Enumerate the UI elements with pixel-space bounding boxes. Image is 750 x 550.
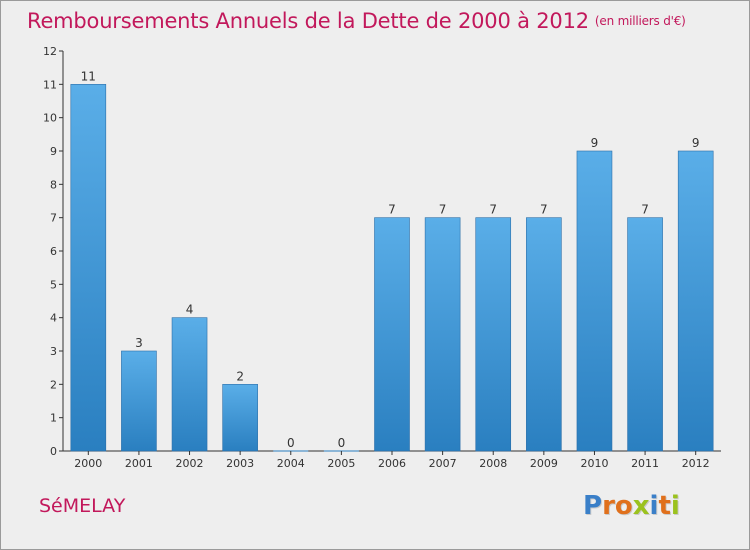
bar bbox=[475, 217, 512, 452]
bar bbox=[576, 150, 613, 452]
y-tick-label: 1 bbox=[50, 412, 57, 425]
logo-letter: r bbox=[602, 491, 615, 521]
y-tick-label: 0 bbox=[50, 445, 57, 458]
y-tick-label: 12 bbox=[43, 45, 57, 58]
x-tick-label: 2007 bbox=[429, 457, 457, 470]
x-tick-label: 2000 bbox=[74, 457, 102, 470]
bar bbox=[424, 217, 461, 452]
x-tick-label: 2005 bbox=[327, 457, 355, 470]
data-label: 7 bbox=[641, 203, 649, 217]
y-tick-label: 8 bbox=[50, 178, 57, 191]
bar bbox=[677, 150, 714, 452]
x-tick-label: 2006 bbox=[378, 457, 406, 470]
logo-letter: i bbox=[670, 491, 680, 521]
data-label: 9 bbox=[591, 136, 599, 150]
logo-letter: x bbox=[632, 491, 650, 521]
x-tick-label: 2012 bbox=[682, 457, 710, 470]
y-tick-label: 11 bbox=[43, 78, 57, 91]
data-label: 9 bbox=[692, 136, 700, 150]
x-tick-label: 2003 bbox=[226, 457, 254, 470]
chart-title-text: Remboursements Annuels de la Dette de 20… bbox=[27, 9, 589, 33]
proxiti-logo: Proxiti bbox=[583, 491, 680, 521]
x-tick-label: 2004 bbox=[277, 457, 305, 470]
data-label: 3 bbox=[135, 336, 143, 350]
data-label: 4 bbox=[186, 303, 194, 317]
bar bbox=[171, 317, 208, 452]
y-tick-label: 9 bbox=[50, 145, 57, 158]
x-tick-label: 2011 bbox=[631, 457, 659, 470]
bar bbox=[222, 384, 258, 452]
y-tick-label: 10 bbox=[43, 112, 57, 125]
x-tick-label: 2001 bbox=[125, 457, 153, 470]
logo-letter: P bbox=[583, 491, 603, 521]
x-tick-label: 2008 bbox=[479, 457, 507, 470]
bar bbox=[627, 217, 663, 452]
y-tick-label: 7 bbox=[50, 212, 57, 225]
logo-letter: t bbox=[658, 491, 671, 521]
y-tick-label: 3 bbox=[50, 345, 57, 358]
data-label: 0 bbox=[338, 436, 346, 450]
logo-letter: o bbox=[614, 491, 633, 521]
x-tick-label: 2009 bbox=[530, 457, 558, 470]
commune-name: SéMELAY bbox=[39, 495, 126, 517]
data-label: 7 bbox=[540, 203, 548, 217]
y-tick-label: 4 bbox=[50, 312, 57, 325]
logo-letter: i bbox=[649, 491, 659, 521]
data-label: 2 bbox=[236, 369, 244, 383]
data-label: 7 bbox=[489, 203, 497, 217]
data-label: 7 bbox=[439, 203, 447, 217]
bar bbox=[374, 217, 410, 452]
bar bbox=[70, 84, 107, 452]
y-tick-label: 2 bbox=[50, 378, 57, 391]
bar bbox=[526, 217, 562, 452]
x-tick-label: 2002 bbox=[176, 457, 204, 470]
chart-title: Remboursements Annuels de la Dette de 20… bbox=[27, 9, 686, 33]
chart-unit-note: (en milliers d'€) bbox=[594, 14, 686, 28]
y-tick-label: 5 bbox=[50, 278, 57, 291]
y-tick-label: 6 bbox=[50, 245, 57, 258]
x-tick-label: 2010 bbox=[580, 457, 608, 470]
data-label: 11 bbox=[81, 69, 96, 83]
data-label: 7 bbox=[388, 203, 396, 217]
data-label: 0 bbox=[287, 436, 295, 450]
bar bbox=[121, 350, 157, 452]
